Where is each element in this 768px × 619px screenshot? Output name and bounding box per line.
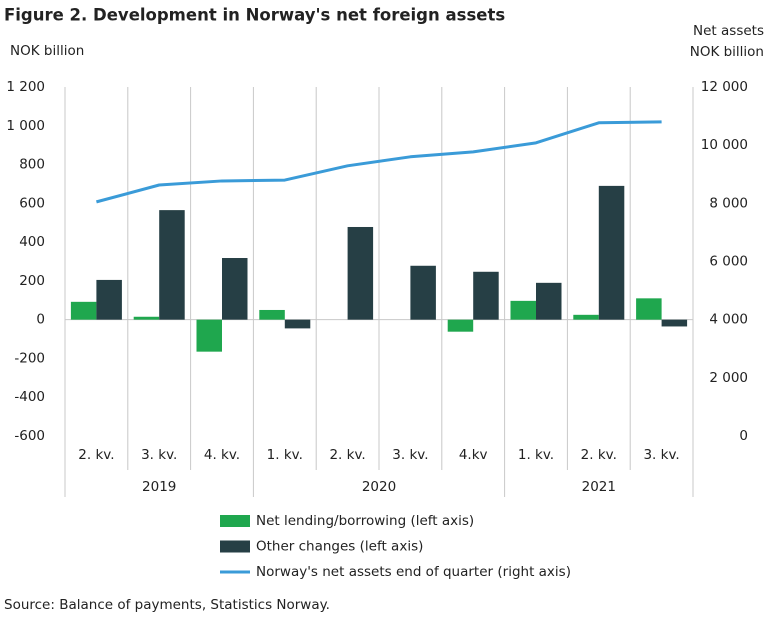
x-tick-label: 1. kv. [518,447,554,463]
bar [133,316,160,320]
y-tick-label: 1 200 [6,79,45,95]
y2-tick-label: 12 000 [701,79,748,95]
bar [222,258,248,320]
bar [259,309,285,320]
x-tick-label: 3. kv. [392,447,428,463]
legend-swatch [220,540,250,553]
y2-tick-label: 10 000 [701,137,748,153]
x-group-label: 2021 [582,479,616,495]
bar [347,226,374,320]
bar [70,301,97,320]
bar [473,271,499,320]
x-group-label: 2019 [142,479,176,495]
y-tick-label: 400 [19,234,45,250]
chart-title: Figure 2. Development in Norway's net fo… [4,6,505,25]
bar [96,279,122,320]
bar [284,319,311,329]
y-tick-label: -600 [14,428,45,444]
bar [410,265,436,320]
y2-tick-label: 2 000 [709,370,748,386]
x-tick-label: 3. kv. [643,447,679,463]
y-tick-label: 800 [19,157,45,173]
x-tick-label: 2. kv. [329,447,365,463]
y-tick-label: 600 [19,195,45,211]
source: Source: Balance of payments, Statistics … [4,597,330,613]
legend-label: Norway's net assets end of quarter (righ… [256,564,571,580]
legend-swatch [220,515,250,527]
y-tick-label: -200 [14,350,45,366]
legend-label: Net lending/borrowing (left axis) [256,513,474,529]
bar [510,300,536,320]
y-axis-label: NOK billion [10,43,84,59]
bar [661,319,688,327]
y2-tick-label: 6 000 [709,254,748,270]
x-tick-label: 3. kv. [141,447,177,463]
bar [196,319,222,352]
x-tick-label: 2. kv. [78,447,114,463]
y-tick-label: -400 [14,389,45,405]
x-tick-label: 4. kv. [204,447,240,463]
y2-tick-label: 8 000 [709,195,748,211]
bar [447,319,474,332]
y2-tick-label: 4 000 [709,312,748,328]
bar [636,298,662,320]
y-tick-label: 1 000 [6,118,45,134]
y2-axis-label: Net assets [693,23,764,39]
y2-axis-label: NOK billion [690,44,764,60]
y-tick-label: 200 [19,273,45,289]
y2-tick-label: 0 [739,428,748,444]
bar [159,210,185,320]
line [96,120,662,204]
x-tick-label: 1. kv. [267,447,303,463]
x-tick-label: 2. kv. [581,447,617,463]
x-group-label: 2020 [362,479,396,495]
y-tick-label: 0 [36,312,45,328]
bar [536,282,562,320]
x-tick-label: 4.kv [459,447,488,463]
legend-label: Other changes (left axis) [256,539,423,555]
bar [573,314,599,320]
bar [598,185,625,320]
